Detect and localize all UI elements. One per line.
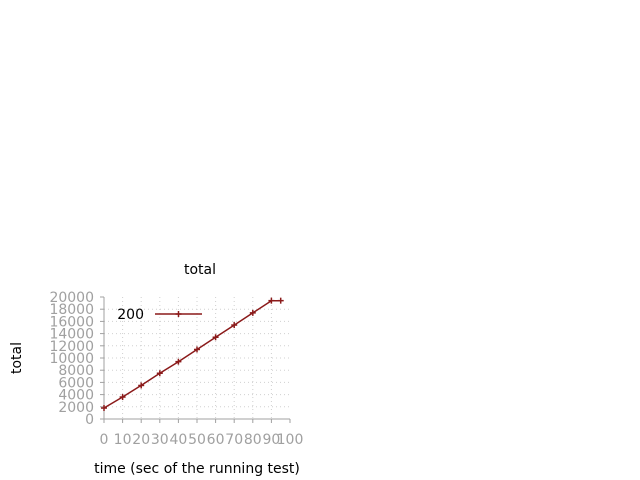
data-point bbox=[277, 297, 284, 304]
x-tick-label: 0 bbox=[100, 432, 109, 448]
y-tick-label: 10000 bbox=[49, 351, 94, 367]
x-tick-label: 100 bbox=[277, 432, 304, 448]
x-tick-label: 90 bbox=[262, 432, 280, 448]
legend-label: 200 bbox=[117, 307, 144, 323]
y-tick-label: 14000 bbox=[49, 327, 94, 343]
data-point bbox=[119, 394, 126, 401]
y-axis-label: total bbox=[9, 342, 25, 374]
y-tick-label: 16000 bbox=[49, 314, 94, 330]
grid bbox=[104, 297, 290, 419]
y-tick-label: 0 bbox=[85, 412, 94, 428]
data-point bbox=[194, 346, 200, 353]
y-tick-label: 4000 bbox=[58, 388, 94, 404]
x-tick-label: 30 bbox=[151, 432, 169, 448]
x-tick-label: 50 bbox=[188, 432, 206, 448]
y-tick-label: 20000 bbox=[49, 290, 94, 306]
data-point bbox=[249, 309, 256, 316]
chart-title: total bbox=[184, 262, 216, 278]
data-point bbox=[138, 382, 145, 389]
data-point bbox=[156, 370, 163, 377]
y-tick-label: 12000 bbox=[49, 339, 94, 355]
y-tick-label: 18000 bbox=[49, 302, 94, 318]
x-tick-label: 70 bbox=[225, 432, 243, 448]
axes bbox=[100, 296, 291, 423]
y-tick-label: 6000 bbox=[58, 375, 94, 391]
x-tick-label: 60 bbox=[207, 432, 225, 448]
series-layer bbox=[101, 297, 284, 412]
tick-labels: 0200040006000800010000120001400016000180… bbox=[49, 290, 303, 448]
x-tick-label: 80 bbox=[244, 432, 262, 448]
legend: 200 bbox=[117, 307, 202, 323]
data-point bbox=[212, 334, 219, 341]
y-tick-label: 2000 bbox=[58, 400, 94, 416]
x-tick-label: 40 bbox=[169, 432, 187, 448]
x-axis-label: time (sec of the running test) bbox=[94, 461, 300, 477]
data-point bbox=[101, 405, 107, 412]
x-tick-label: 10 bbox=[114, 432, 132, 448]
data-point bbox=[231, 322, 238, 329]
y-tick-label: 8000 bbox=[58, 363, 94, 379]
data-point bbox=[268, 297, 275, 304]
x-tick-label: 20 bbox=[132, 432, 150, 448]
data-point bbox=[175, 358, 182, 365]
